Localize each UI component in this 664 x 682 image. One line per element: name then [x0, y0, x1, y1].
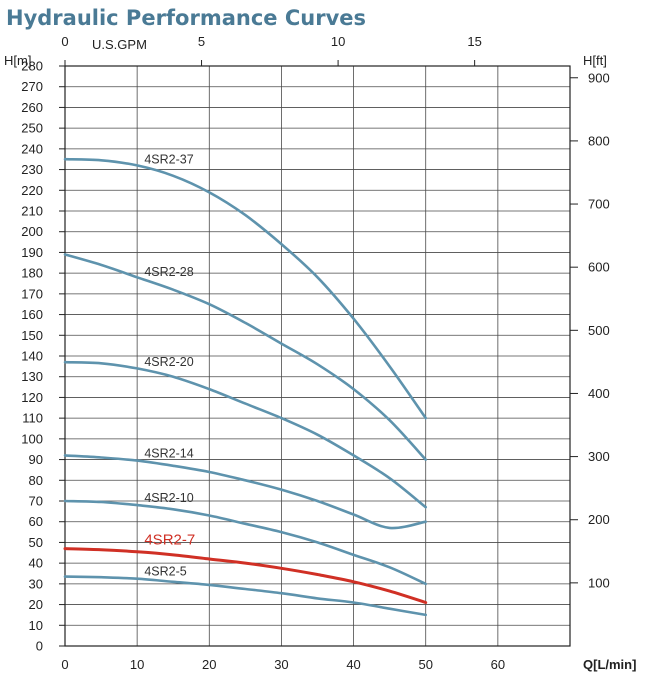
top-axis-label: U.S.GPM — [92, 37, 147, 52]
y-tick-left: 210 — [21, 204, 43, 219]
top-tick: 0 — [61, 34, 68, 49]
y-tick-right: 300 — [588, 449, 610, 464]
y-tick-left: 0 — [36, 639, 43, 654]
y-tick-left: 160 — [21, 307, 43, 322]
y-tick-right: 600 — [588, 260, 610, 275]
x-tick: 30 — [274, 657, 288, 672]
series-line-4sr2-7 — [63, 547, 428, 604]
grid — [65, 66, 570, 646]
y-tick-left: 230 — [21, 162, 43, 177]
y-tick-right: 700 — [588, 197, 610, 212]
y-tick-left: 180 — [21, 266, 43, 281]
x-tick: 50 — [418, 657, 432, 672]
y-tick-left: 50 — [29, 535, 43, 550]
y-tick-left: 70 — [29, 494, 43, 509]
series-label-4sr2-37: 4SR2-37 — [144, 153, 193, 167]
top-tick: 15 — [467, 34, 481, 49]
y-tick-left: 140 — [21, 349, 43, 364]
series-labels: 4SR2-37 4SR2-28 4SR2-20 4SR2-14 4SR2-10 4SR2-… — [144, 153, 195, 579]
y-tick-left: 220 — [21, 183, 43, 198]
y-tick-left: 10 — [29, 618, 43, 633]
y-tick-left: 20 — [29, 597, 43, 612]
y-tick-left: 120 — [21, 390, 43, 405]
series-group — [63, 157, 428, 617]
x-tick: 40 — [346, 657, 360, 672]
y-tick-left: 130 — [21, 369, 43, 384]
y-tick-left: 80 — [29, 473, 43, 488]
y-tick-left: 100 — [21, 431, 43, 446]
y-tick-left: 60 — [29, 514, 43, 529]
top-tick: 10 — [331, 34, 345, 49]
x-tick: 0 — [61, 657, 68, 672]
x-tick: 20 — [202, 657, 216, 672]
series-line-4sr2-14 — [63, 454, 427, 530]
series-line-4sr2-5 — [63, 575, 427, 617]
y-tick-left: 170 — [21, 286, 43, 301]
y-tick-left: 200 — [21, 224, 43, 239]
y-tick-left: 270 — [21, 79, 43, 94]
y-tick-right: 100 — [588, 575, 610, 590]
y-tick-left: 260 — [21, 100, 43, 115]
series-line-4sr2-28 — [63, 253, 427, 461]
y-tick-right: 800 — [588, 133, 610, 148]
series-label-4sr2-14: 4SR2-14 — [144, 447, 193, 461]
x-tick: 60 — [491, 657, 505, 672]
y-tick-left: 280 — [21, 59, 43, 74]
series-label-4sr2-7: 4SR2-7 — [144, 531, 195, 548]
y-tick-left: 250 — [21, 121, 43, 136]
y-tick-left: 90 — [29, 452, 43, 467]
x-tick: 10 — [130, 657, 144, 672]
y-tick-right: 900 — [588, 70, 610, 85]
axis-ticks: 0102030405060708090100110120130140150160… — [21, 34, 609, 672]
chart-title: Hydraulic Performance Curves — [6, 6, 366, 30]
y-axis-right-label: H[ft] — [583, 53, 607, 68]
y-tick-right: 500 — [588, 323, 610, 338]
series-label-4sr2-28: 4SR2-28 — [144, 265, 193, 279]
series-label-4sr2-20: 4SR2-20 — [144, 355, 193, 369]
top-tick: 5 — [198, 34, 205, 49]
series-line-4sr2-20 — [63, 360, 427, 509]
y-tick-left: 110 — [22, 411, 43, 426]
y-tick-left: 40 — [29, 556, 43, 571]
y-tick-left: 30 — [29, 576, 43, 591]
series-line-4sr2-37 — [63, 157, 427, 420]
y-tick-right: 200 — [588, 512, 610, 527]
y-tick-right: 400 — [588, 386, 610, 401]
series-label-4sr2-10: 4SR2-10 — [144, 491, 193, 505]
y-tick-left: 150 — [21, 328, 43, 343]
y-axis-left-label: H[m] — [4, 53, 31, 68]
y-tick-left: 240 — [21, 141, 43, 156]
series-label-4sr2-5: 4SR2-5 — [144, 564, 186, 578]
x-axis-label: Q[L/min] — [583, 657, 636, 672]
series-line-4sr2-10 — [63, 499, 427, 586]
y-tick-left: 190 — [21, 245, 43, 260]
